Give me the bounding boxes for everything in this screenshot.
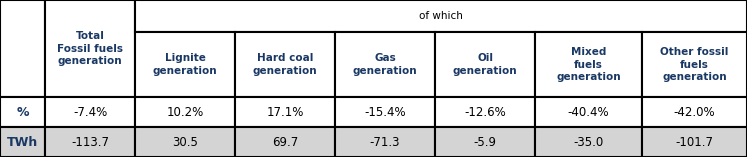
Bar	[535, 32, 642, 97]
Bar	[642, 32, 747, 97]
Text: -101.7: -101.7	[675, 135, 713, 149]
Bar	[235, 32, 335, 97]
Text: -113.7: -113.7	[71, 135, 109, 149]
Text: 30.5: 30.5	[172, 135, 198, 149]
Text: TWh: TWh	[7, 135, 38, 149]
Bar	[235, 97, 335, 127]
Text: Other fossil
fuels
generation: Other fossil fuels generation	[660, 47, 728, 82]
Text: Gas
generation: Gas generation	[353, 53, 418, 76]
Text: -42.0%: -42.0%	[674, 106, 716, 119]
Bar	[335, 127, 435, 157]
Text: -7.4%: -7.4%	[73, 106, 107, 119]
Bar	[235, 127, 335, 157]
Bar	[0, 97, 45, 127]
Bar	[45, 127, 135, 157]
Text: Lignite
generation: Lignite generation	[152, 53, 217, 76]
Bar	[135, 97, 235, 127]
Text: 17.1%: 17.1%	[267, 106, 304, 119]
Bar	[435, 127, 535, 157]
Text: -40.4%: -40.4%	[568, 106, 610, 119]
Bar	[0, 127, 45, 157]
Text: 69.7: 69.7	[272, 135, 298, 149]
Text: Total
Fossil fuels
generation: Total Fossil fuels generation	[57, 31, 123, 66]
Bar	[535, 127, 642, 157]
Bar	[642, 97, 747, 127]
Text: Oil
generation: Oil generation	[453, 53, 518, 76]
Bar	[535, 97, 642, 127]
Text: -5.9: -5.9	[474, 135, 497, 149]
Text: -35.0: -35.0	[574, 135, 604, 149]
Bar	[335, 97, 435, 127]
Bar	[135, 127, 235, 157]
Bar	[435, 32, 535, 97]
Bar	[135, 32, 235, 97]
Text: -12.6%: -12.6%	[464, 106, 506, 119]
Text: Mixed
fuels
generation: Mixed fuels generation	[557, 47, 621, 82]
Bar	[135, 0, 747, 32]
Text: %: %	[16, 106, 28, 119]
Text: -15.4%: -15.4%	[365, 106, 406, 119]
Bar	[435, 97, 535, 127]
Text: -71.3: -71.3	[370, 135, 400, 149]
Bar	[335, 32, 435, 97]
Text: of which: of which	[419, 11, 463, 21]
Bar	[45, 0, 135, 97]
Bar	[0, 0, 45, 97]
Bar	[45, 97, 135, 127]
Text: 10.2%: 10.2%	[167, 106, 204, 119]
Bar	[642, 127, 747, 157]
Text: Hard coal
generation: Hard coal generation	[252, 53, 317, 76]
